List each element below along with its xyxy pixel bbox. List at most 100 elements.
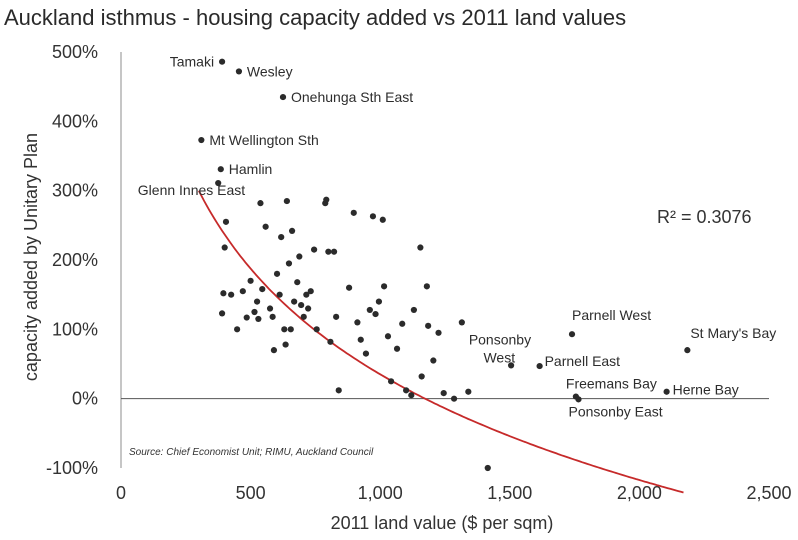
scatter-points (198, 58, 691, 472)
data-point (465, 388, 472, 395)
data-point (313, 326, 320, 333)
point-label: Mt Wellington Sth (209, 132, 318, 148)
data-point (450, 395, 458, 402)
data-point (418, 373, 425, 380)
data-point (387, 378, 395, 385)
data-point (266, 305, 274, 312)
point-label: Ponsonby (469, 331, 531, 347)
data-point (333, 313, 340, 320)
data-point (357, 336, 364, 343)
data-point (215, 179, 222, 187)
data-point (325, 248, 332, 255)
point-label: Onehunga Sth East (291, 89, 413, 105)
y-tick-label: 0% (72, 389, 98, 409)
data-point (393, 345, 401, 352)
data-point (198, 136, 205, 144)
point-label: Tamaki (170, 54, 214, 70)
point-label: Wesley (247, 63, 293, 79)
data-point (369, 213, 377, 220)
data-point (375, 298, 383, 305)
point-label: West (483, 349, 515, 365)
x-tick-label: 0 (116, 483, 126, 503)
x-tick-labels: 0 500 1,000 1,500 2,000 2,500 (116, 483, 792, 503)
data-point (362, 350, 370, 357)
chart-title: Auckland isthmus - housing capacity adde… (4, 5, 626, 30)
data-point (410, 306, 417, 314)
data-point (288, 227, 296, 234)
data-point (568, 331, 576, 338)
data-point (323, 196, 330, 203)
data-point (281, 326, 288, 333)
point-label: Ponsonby East (568, 403, 662, 419)
r-squared-label: R² = 0.3076 (657, 207, 752, 227)
data-point (305, 305, 312, 312)
data-point (458, 319, 465, 326)
data-point (294, 279, 301, 286)
data-point (311, 246, 318, 253)
y-tick-label: 100% (52, 319, 98, 339)
data-point (440, 390, 447, 397)
y-tick-labels: -100% 0% 100% 200% 300% 400% 500% (46, 42, 98, 478)
point-label: Glenn Innes East (138, 182, 246, 198)
x-tick-label: 500 (236, 483, 266, 503)
data-point (221, 244, 228, 251)
point-label: Freemans Bay (566, 376, 657, 392)
data-point (399, 320, 406, 327)
y-tick-label: 400% (52, 111, 98, 131)
data-point (417, 244, 424, 251)
y-tick-label: 200% (52, 250, 98, 270)
y-tick-label: 500% (52, 42, 98, 62)
data-point (307, 288, 314, 295)
data-point (296, 253, 303, 260)
data-point (330, 248, 338, 255)
data-point (403, 387, 410, 394)
y-tick-label: -100% (46, 458, 98, 478)
data-point (684, 347, 691, 354)
data-point (372, 310, 379, 318)
data-point (262, 223, 269, 230)
data-point (536, 362, 543, 370)
data-point (228, 291, 235, 298)
data-point (218, 58, 226, 65)
data-point (279, 93, 287, 101)
data-point (380, 283, 388, 290)
data-point (291, 298, 298, 305)
point-labels: Tamaki Wesley Onehunga Sth East Mt Wellingt… (138, 54, 776, 420)
data-point (345, 284, 353, 291)
data-point (278, 234, 285, 241)
data-point (484, 464, 491, 472)
data-point (366, 306, 373, 314)
data-point (217, 166, 224, 173)
x-tick-label: 1,000 (358, 483, 403, 503)
data-point (218, 310, 226, 317)
data-point (575, 396, 582, 403)
data-point (350, 209, 357, 216)
data-point (287, 326, 294, 333)
x-tick-label: 2,000 (617, 483, 662, 503)
data-point (234, 326, 241, 333)
data-point (257, 200, 264, 207)
data-point (663, 388, 670, 395)
axes-group (120, 52, 769, 468)
data-point (298, 301, 305, 309)
data-point (282, 341, 289, 348)
x-tick-label: 1,500 (487, 483, 532, 503)
data-point (507, 362, 515, 369)
data-point (259, 286, 266, 293)
data-point (239, 288, 246, 295)
data-point (408, 392, 415, 399)
y-axis-title: capacity added by Unitary Plan (21, 133, 41, 381)
data-point (384, 333, 392, 340)
data-point (300, 313, 307, 320)
data-point (270, 347, 278, 354)
data-point (354, 319, 361, 326)
data-point (327, 338, 334, 345)
data-point (379, 216, 386, 223)
point-label: Hamlin (229, 161, 273, 177)
x-tick-label: 2,500 (746, 483, 791, 503)
data-point (430, 357, 437, 364)
data-point (423, 283, 430, 290)
data-point (273, 270, 281, 277)
